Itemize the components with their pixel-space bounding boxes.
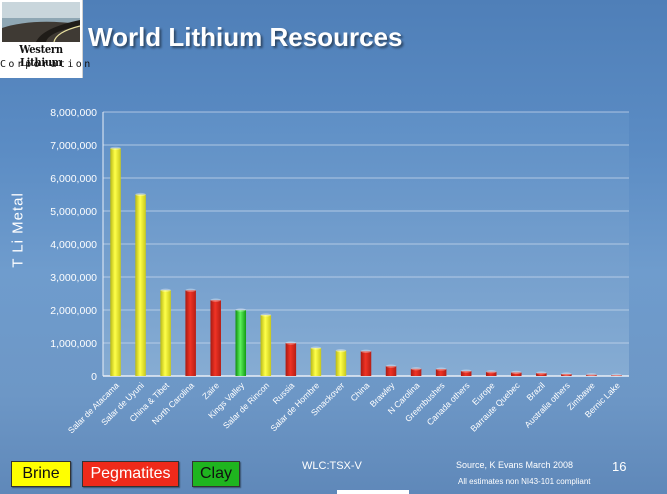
bar-cap: [561, 372, 572, 376]
y-tick-label: 0: [91, 371, 97, 383]
compliance-note: All estimates non NI43-101 compliant: [458, 477, 591, 486]
bar-north-carolina: [185, 290, 196, 376]
bar-europe: [485, 371, 497, 376]
bar-australia-others: [561, 374, 572, 376]
y-tick-label: 5,000,000: [50, 206, 97, 218]
bar-cap: [210, 298, 221, 302]
bar-salar-de-atacama: [110, 148, 121, 376]
x-tick-label: Brazil: [524, 380, 546, 402]
y-tick-label: 8,000,000: [50, 107, 97, 119]
bar-cap: [511, 370, 522, 374]
bar-cap: [586, 373, 597, 377]
bar-zimbawe: [586, 374, 597, 376]
page-title: World Lithium Resources: [88, 22, 403, 52]
bar-cap: [110, 146, 121, 150]
page-number: 16: [612, 459, 627, 474]
bar-brazil: [536, 373, 547, 376]
bar-cap: [160, 288, 171, 292]
bar-brawley: [385, 366, 397, 376]
bar-salar-de-uyuni: [135, 194, 146, 376]
bar-salar-de-rincon: [260, 314, 272, 376]
bar-cap: [185, 288, 196, 292]
logo-company-name: Western Lithium: [19, 43, 63, 69]
source-note: Source, K Evans March 2008: [456, 460, 574, 470]
bar-bernic-lake: [611, 375, 622, 376]
bar-cap: [460, 369, 472, 373]
legend-item-clay: Clay: [192, 461, 240, 487]
bar-cap: [285, 341, 297, 345]
bar-greenbushes: [435, 369, 447, 376]
bar-china: [360, 351, 372, 376]
bar-barraute-quebec: [511, 372, 522, 376]
ticker-symbol: WLC:TSX-V: [302, 460, 362, 472]
y-tick-label: 4,000,000: [50, 239, 97, 251]
bar-cap: [335, 348, 347, 353]
bar-cap: [360, 349, 372, 353]
x-tick-label: Zaire: [200, 380, 221, 401]
bar-salar-de-hombre: [310, 347, 322, 376]
bottom-strip: [337, 490, 409, 494]
bar-cap: [536, 371, 547, 375]
logo-company-suffix: Corporation: [0, 59, 93, 70]
bar-cap: [310, 346, 322, 350]
bar-cap: [235, 308, 247, 312]
bar-cap: [135, 192, 146, 197]
bar-smackover: [335, 350, 347, 376]
bar-cap: [435, 367, 447, 371]
road-icon: [2, 2, 80, 42]
bar-n-carolina: [410, 368, 422, 376]
bar-china-tibet: [160, 290, 171, 376]
bar-kings-valley: [235, 310, 247, 376]
bar-cap: [385, 364, 397, 368]
x-tick-label: Salar de Rincon: [221, 380, 271, 430]
bar-cap: [410, 367, 422, 371]
y-tick-label: 7,000,000: [50, 140, 97, 152]
bar-russia: [285, 343, 297, 376]
bar-cap: [260, 313, 272, 317]
bar-zaire: [210, 300, 221, 376]
company-logo: Western Lithium Corporation: [0, 0, 93, 78]
x-tick-label: China: [348, 380, 371, 403]
y-tick-label: 6,000,000: [50, 173, 97, 185]
y-tick-label: 3,000,000: [50, 272, 97, 284]
legend-item-pegmatites: Pegmatites: [82, 461, 179, 487]
bar-canada-others: [460, 371, 472, 376]
y-tick-label: 2,000,000: [50, 305, 97, 317]
bar-cap: [611, 373, 622, 377]
legend-item-brine: Brine: [11, 461, 71, 487]
y-tick-label: 1,000,000: [50, 338, 97, 350]
bar-cap: [485, 370, 497, 374]
